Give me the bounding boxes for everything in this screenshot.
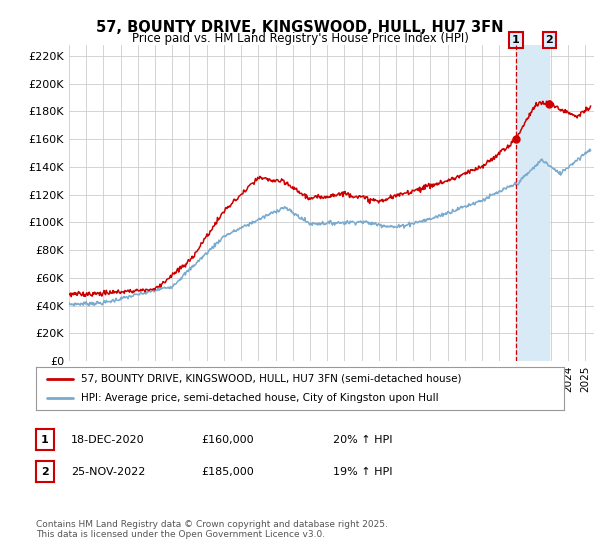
Text: 57, BOUNTY DRIVE, KINGSWOOD, HULL, HU7 3FN (semi-detached house): 57, BOUNTY DRIVE, KINGSWOOD, HULL, HU7 3… (81, 374, 461, 384)
Text: 57, BOUNTY DRIVE, KINGSWOOD, HULL, HU7 3FN: 57, BOUNTY DRIVE, KINGSWOOD, HULL, HU7 3… (96, 20, 504, 35)
Text: 25-NOV-2022: 25-NOV-2022 (71, 466, 145, 477)
Text: 19% ↑ HPI: 19% ↑ HPI (333, 466, 392, 477)
Text: £160,000: £160,000 (201, 435, 254, 445)
Text: HPI: Average price, semi-detached house, City of Kingston upon Hull: HPI: Average price, semi-detached house,… (81, 394, 439, 403)
Bar (516, 45, 549, 361)
Text: 1: 1 (41, 435, 49, 445)
Text: Price paid vs. HM Land Registry's House Price Index (HPI): Price paid vs. HM Land Registry's House … (131, 32, 469, 45)
Text: 18-DEC-2020: 18-DEC-2020 (71, 435, 145, 445)
Text: Contains HM Land Registry data © Crown copyright and database right 2025.
This d: Contains HM Land Registry data © Crown c… (36, 520, 388, 539)
Text: 2: 2 (41, 466, 49, 477)
Text: £185,000: £185,000 (201, 466, 254, 477)
Text: 1: 1 (512, 35, 520, 45)
Text: 2: 2 (545, 35, 553, 45)
Text: 20% ↑ HPI: 20% ↑ HPI (333, 435, 392, 445)
